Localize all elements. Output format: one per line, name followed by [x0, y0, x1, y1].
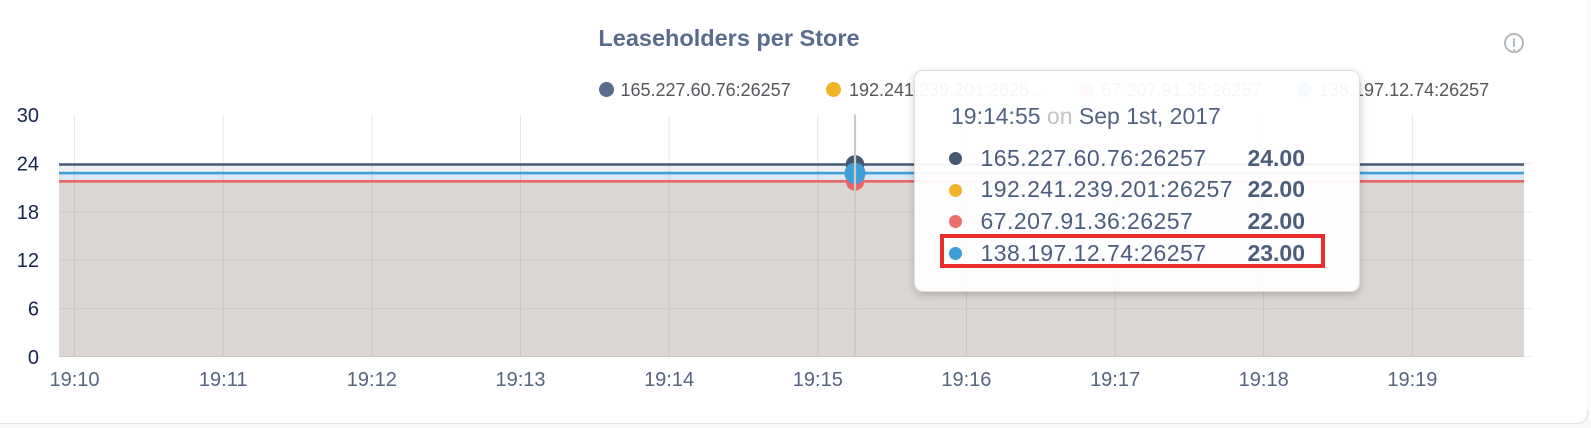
svg-text:0: 0	[28, 347, 39, 369]
svg-text:19:18: 19:18	[1239, 369, 1289, 391]
svg-text:19:19: 19:19	[1387, 369, 1437, 391]
svg-text:19:13: 19:13	[495, 369, 545, 391]
svg-text:18: 18	[17, 202, 39, 224]
svg-text:30: 30	[17, 105, 39, 127]
svg-text:12: 12	[17, 250, 39, 272]
svg-text:19:10: 19:10	[49, 369, 99, 391]
svg-text:19:14: 19:14	[644, 369, 694, 391]
svg-text:24: 24	[17, 153, 39, 175]
svg-text:6: 6	[28, 299, 39, 321]
svg-text:19:17: 19:17	[1090, 369, 1140, 391]
svg-text:19:12: 19:12	[347, 369, 397, 391]
svg-text:19:16: 19:16	[941, 369, 991, 391]
svg-text:19:11: 19:11	[199, 369, 248, 391]
svg-text:19:15: 19:15	[793, 369, 843, 391]
